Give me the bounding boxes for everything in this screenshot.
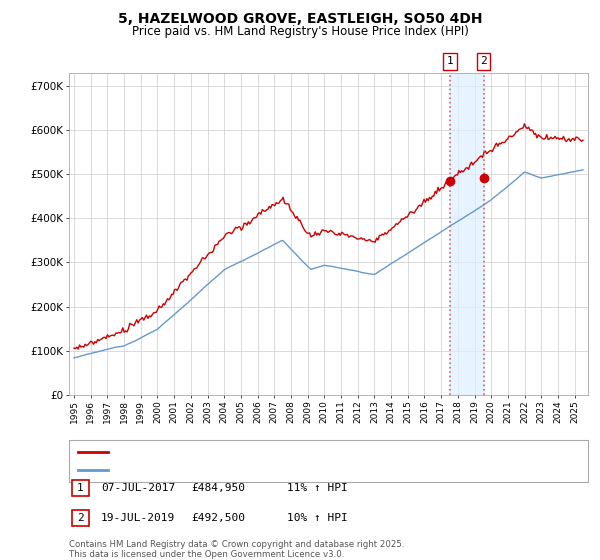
Bar	[450, 73, 484, 395]
Text: £484,950: £484,950	[191, 483, 245, 493]
Text: 10% ↑ HPI: 10% ↑ HPI	[287, 513, 347, 523]
Text: 2: 2	[77, 513, 84, 523]
Text: 19-JUL-2019: 19-JUL-2019	[101, 513, 175, 523]
Text: 07-JUL-2017: 07-JUL-2017	[101, 483, 175, 493]
Text: Contains HM Land Registry data © Crown copyright and database right 2025.
This d: Contains HM Land Registry data © Crown c…	[69, 540, 404, 559]
Text: HPI: Average price, detached house, Eastleigh: HPI: Average price, detached house, East…	[114, 465, 355, 475]
Text: 11% ↑ HPI: 11% ↑ HPI	[287, 483, 347, 493]
Text: 1: 1	[446, 57, 453, 67]
Text: 5, HAZELWOOD GROVE, EASTLEIGH, SO50 4DH: 5, HAZELWOOD GROVE, EASTLEIGH, SO50 4DH	[118, 12, 482, 26]
Text: 5, HAZELWOOD GROVE, EASTLEIGH, SO50 4DH (detached house): 5, HAZELWOOD GROVE, EASTLEIGH, SO50 4DH …	[114, 447, 455, 457]
Text: 2: 2	[480, 57, 487, 67]
Text: Price paid vs. HM Land Registry's House Price Index (HPI): Price paid vs. HM Land Registry's House …	[131, 25, 469, 38]
Text: £492,500: £492,500	[191, 513, 245, 523]
Text: 1: 1	[77, 483, 84, 493]
